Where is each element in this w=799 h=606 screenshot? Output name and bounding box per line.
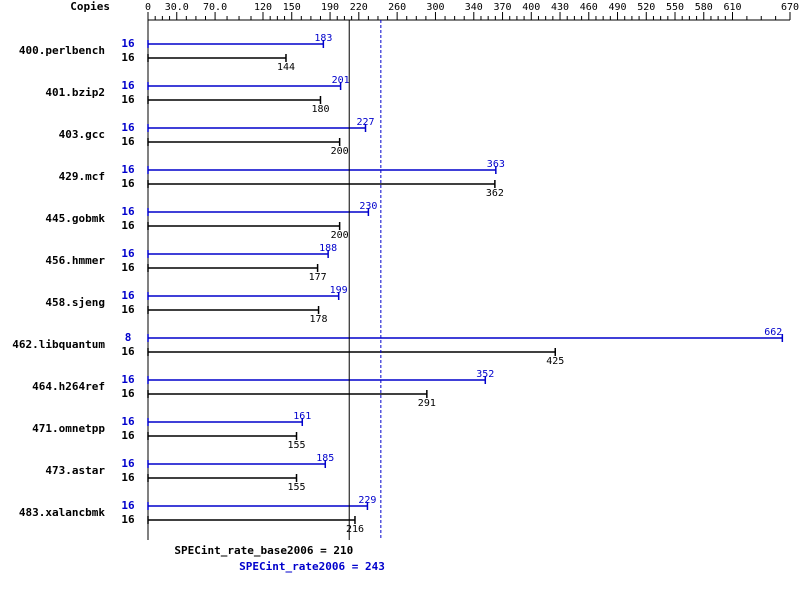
value-blue: 199 [330, 285, 348, 296]
benchmark-label: 473.astar [45, 464, 105, 477]
copies-bot: 16 [121, 51, 135, 64]
axis-tick-label: 260 [388, 2, 406, 13]
axis-tick-label: 190 [321, 2, 339, 13]
value-black: 425 [546, 356, 564, 367]
value-blue: 183 [314, 33, 332, 44]
value-black: 177 [309, 272, 327, 283]
value-blue: 185 [316, 453, 334, 464]
benchmark-label: 401.bzip2 [45, 86, 105, 99]
axis-tick-label: 120 [254, 2, 272, 13]
chart-bg [0, 0, 799, 606]
copies-top: 16 [121, 121, 135, 134]
axis-tick-label: 400 [522, 2, 540, 13]
axis-tick-label: 580 [695, 2, 713, 13]
benchmark-label: 471.omnetpp [32, 422, 105, 435]
copies-bot: 16 [121, 177, 135, 190]
axis-tick-label: 150 [283, 2, 301, 13]
copies-bot: 16 [121, 261, 135, 274]
value-black: 291 [418, 398, 436, 409]
benchmark-label: 403.gcc [59, 128, 105, 141]
benchmark-label: 456.hmmer [45, 254, 105, 267]
copies-bot: 16 [121, 219, 135, 232]
value-blue: 201 [332, 75, 350, 86]
copies-header: Copies [70, 0, 110, 13]
copies-top: 16 [121, 289, 135, 302]
copies-top: 16 [121, 415, 135, 428]
copies-bot: 16 [121, 513, 135, 526]
value-blue: 161 [293, 411, 311, 422]
value-black: 155 [287, 482, 305, 493]
benchmark-label: 429.mcf [59, 170, 105, 183]
copies-top: 16 [121, 247, 135, 260]
copies-bot: 16 [121, 471, 135, 484]
copies-bot: 16 [121, 345, 135, 358]
axis-tick-label: 610 [723, 2, 741, 13]
value-blue: 229 [358, 495, 376, 506]
value-black: 362 [486, 188, 504, 199]
value-black: 178 [310, 314, 328, 325]
benchmark-label: 462.libquantum [12, 338, 105, 351]
axis-tick-label: 30.0 [165, 2, 189, 13]
copies-bot: 16 [121, 135, 135, 148]
axis-tick-label: 490 [608, 2, 626, 13]
value-black: 180 [311, 104, 329, 115]
benchmark-label: 400.perlbench [19, 44, 105, 57]
axis-tick-label: 340 [465, 2, 483, 13]
axis-tick-label: 220 [350, 2, 368, 13]
value-black: 216 [346, 524, 364, 535]
copies-top: 16 [121, 37, 135, 50]
copies-top: 16 [121, 79, 135, 92]
copies-top: 16 [121, 457, 135, 470]
benchmark-label: 458.sjeng [45, 296, 105, 309]
axis-tick-label: 370 [494, 2, 512, 13]
benchmark-label: 464.h264ref [32, 380, 105, 393]
value-blue: 227 [356, 117, 374, 128]
copies-top: 16 [121, 499, 135, 512]
spec-chart: 0 30.0 70.0 120 150 190 220 260 300 340 370 400 430 4… [0, 0, 799, 606]
benchmark-label: 483.xalancbmk [19, 506, 105, 519]
copies-top: 16 [121, 163, 135, 176]
copies-bot: 16 [121, 93, 135, 106]
axis-tick-label: 0 [145, 2, 151, 13]
value-blue: 662 [764, 327, 782, 338]
copies-bot: 16 [121, 303, 135, 316]
axis-tick-label: 300 [426, 2, 444, 13]
value-blue: 230 [359, 201, 377, 212]
value-black: 155 [287, 440, 305, 451]
copies-top: 16 [121, 205, 135, 218]
reference-label: SPECint_rate2006 = 243 [239, 560, 385, 573]
copies-top: 8 [125, 331, 132, 344]
axis-tick-label: 550 [666, 2, 684, 13]
reference-label: SPECint_rate_base2006 = 210 [174, 544, 353, 557]
value-blue: 352 [476, 369, 494, 380]
benchmark-label: 445.gobmk [45, 212, 105, 225]
axis-tick-label: 460 [580, 2, 598, 13]
value-blue: 188 [319, 243, 337, 254]
copies-top: 16 [121, 373, 135, 386]
axis-tick-label: 430 [551, 2, 569, 13]
axis-tick-label: 520 [637, 2, 655, 13]
copies-bot: 16 [121, 429, 135, 442]
value-black: 200 [331, 230, 349, 241]
copies-bot: 16 [121, 387, 135, 400]
axis-tick-label: 70.0 [203, 2, 227, 13]
axis-tick-label: 670 [781, 2, 799, 13]
value-blue: 363 [487, 159, 505, 170]
value-black: 144 [277, 62, 295, 73]
value-black: 200 [331, 146, 349, 157]
